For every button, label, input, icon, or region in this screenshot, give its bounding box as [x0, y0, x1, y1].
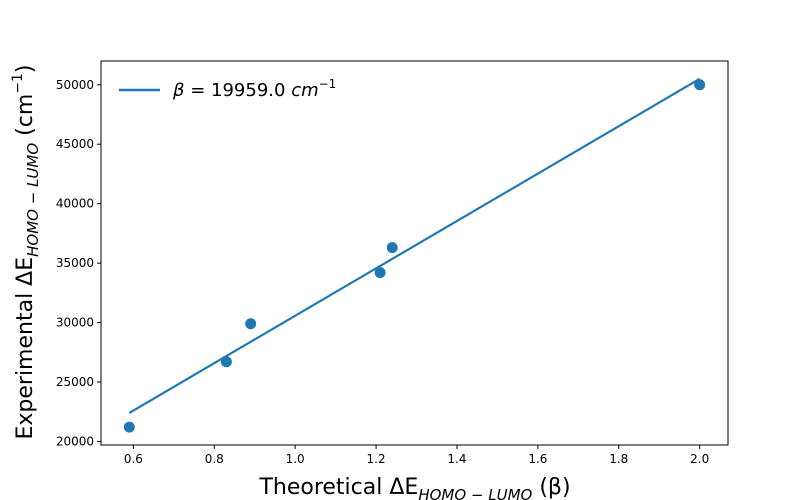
x-tick-label: 1.2 — [367, 452, 386, 466]
y-axis-ticks: 20000 25000 30000 35000 40000 45000 50000 — [56, 78, 101, 448]
y-tick-label: 20000 — [56, 434, 94, 448]
axes-frame — [100, 60, 729, 446]
plot-area — [100, 60, 729, 446]
y-tick-label: 45000 — [56, 137, 94, 151]
y-tick-label: 35000 — [56, 256, 94, 270]
x-tick-label: 1.4 — [447, 452, 466, 466]
data-point — [220, 356, 232, 368]
data-point — [694, 79, 706, 91]
legend: β = 19959.0 cm−1 — [119, 77, 336, 101]
fit-line — [128, 77, 701, 414]
y-tick-label: 40000 — [56, 197, 94, 211]
x-tick-label: 0.6 — [124, 452, 143, 466]
data-point — [374, 267, 386, 279]
data-point — [245, 318, 257, 330]
legend-label: β = 19959.0 cm−1 — [172, 77, 336, 101]
x-axis-title: Theoretical ΔEHOMO − LUMO (β) — [258, 475, 570, 500]
x-tick-label: 2.0 — [690, 452, 709, 466]
data-point — [386, 242, 398, 254]
x-axis-ticks: 0.6 0.8 1.0 1.2 1.4 1.6 1.8 2.0 — [124, 445, 709, 466]
y-tick-label: 50000 — [56, 78, 94, 92]
chart-marks — [123, 77, 706, 433]
x-tick-label: 1.8 — [609, 452, 628, 466]
x-tick-label: 0.8 — [205, 452, 224, 466]
x-tick-label: 1.6 — [528, 452, 547, 466]
y-tick-label: 25000 — [56, 375, 94, 389]
y-axis-title: Experimental ΔEHOMO − LUMO (cm−1) — [10, 64, 42, 439]
x-tick-label: 1.0 — [286, 452, 305, 466]
data-point — [123, 421, 135, 433]
y-tick-label: 30000 — [56, 316, 94, 330]
